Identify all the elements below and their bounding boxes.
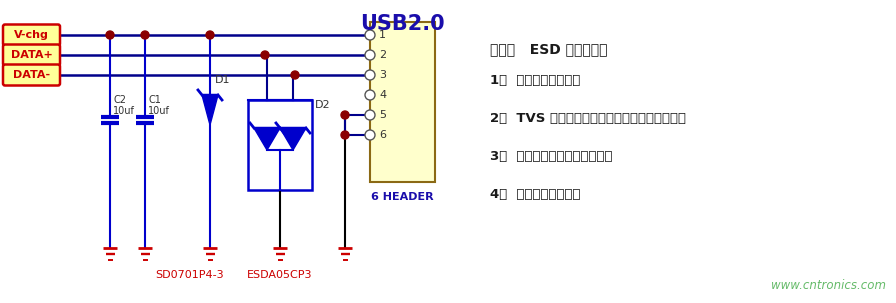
Text: 4: 4 bbox=[379, 90, 386, 100]
Circle shape bbox=[206, 31, 214, 39]
Text: 10uf: 10uf bbox=[148, 106, 170, 116]
Text: ESDA05CP3: ESDA05CP3 bbox=[247, 270, 313, 280]
Text: 3、  选择符合测试要求的功率；: 3、 选择符合测试要求的功率； bbox=[490, 150, 613, 163]
Text: V-chg: V-chg bbox=[14, 30, 49, 40]
Text: C2: C2 bbox=[113, 95, 126, 105]
Text: 10uf: 10uf bbox=[113, 106, 135, 116]
Text: 4、  选择鄗位较小的。: 4、 选择鄗位较小的。 bbox=[490, 188, 581, 201]
Circle shape bbox=[365, 130, 375, 140]
Polygon shape bbox=[280, 128, 306, 150]
Text: USB2.0: USB2.0 bbox=[360, 14, 444, 34]
Text: D2: D2 bbox=[315, 100, 331, 110]
Circle shape bbox=[365, 110, 375, 120]
Text: 6: 6 bbox=[379, 130, 386, 140]
Circle shape bbox=[141, 31, 149, 39]
Text: C1: C1 bbox=[148, 95, 161, 105]
Circle shape bbox=[365, 90, 375, 100]
Bar bbox=[248, 100, 312, 190]
Circle shape bbox=[365, 50, 375, 60]
Circle shape bbox=[341, 111, 349, 119]
Circle shape bbox=[106, 31, 114, 39]
FancyBboxPatch shape bbox=[3, 25, 60, 45]
Text: 2: 2 bbox=[379, 50, 386, 60]
Polygon shape bbox=[254, 128, 280, 150]
Text: 3: 3 bbox=[379, 70, 386, 80]
Text: 2、  TVS 的击穿电压大于电路的最大工作电压；: 2、 TVS 的击穿电压大于电路的最大工作电压； bbox=[490, 112, 686, 125]
Text: DATA-: DATA- bbox=[13, 70, 50, 80]
Polygon shape bbox=[202, 95, 218, 125]
Text: 备注：   ESD 选型原则：: 备注： ESD 选型原则： bbox=[490, 42, 607, 56]
FancyBboxPatch shape bbox=[3, 65, 60, 85]
Circle shape bbox=[365, 70, 375, 80]
Circle shape bbox=[291, 71, 299, 79]
Text: SD0701P4-3: SD0701P4-3 bbox=[156, 270, 224, 280]
Text: 5: 5 bbox=[379, 110, 386, 120]
Text: 6 HEADER: 6 HEADER bbox=[371, 192, 434, 202]
Text: D1: D1 bbox=[215, 75, 230, 85]
Circle shape bbox=[261, 51, 269, 59]
FancyBboxPatch shape bbox=[3, 45, 60, 65]
Circle shape bbox=[365, 30, 375, 40]
Text: 1、  选择合适的封装；: 1、 选择合适的封装； bbox=[490, 74, 581, 87]
Text: www.cntronics.com: www.cntronics.com bbox=[771, 279, 886, 292]
Text: DATA+: DATA+ bbox=[11, 50, 52, 60]
Circle shape bbox=[341, 131, 349, 139]
Bar bbox=[370, 22, 435, 182]
Text: 1: 1 bbox=[379, 30, 386, 40]
